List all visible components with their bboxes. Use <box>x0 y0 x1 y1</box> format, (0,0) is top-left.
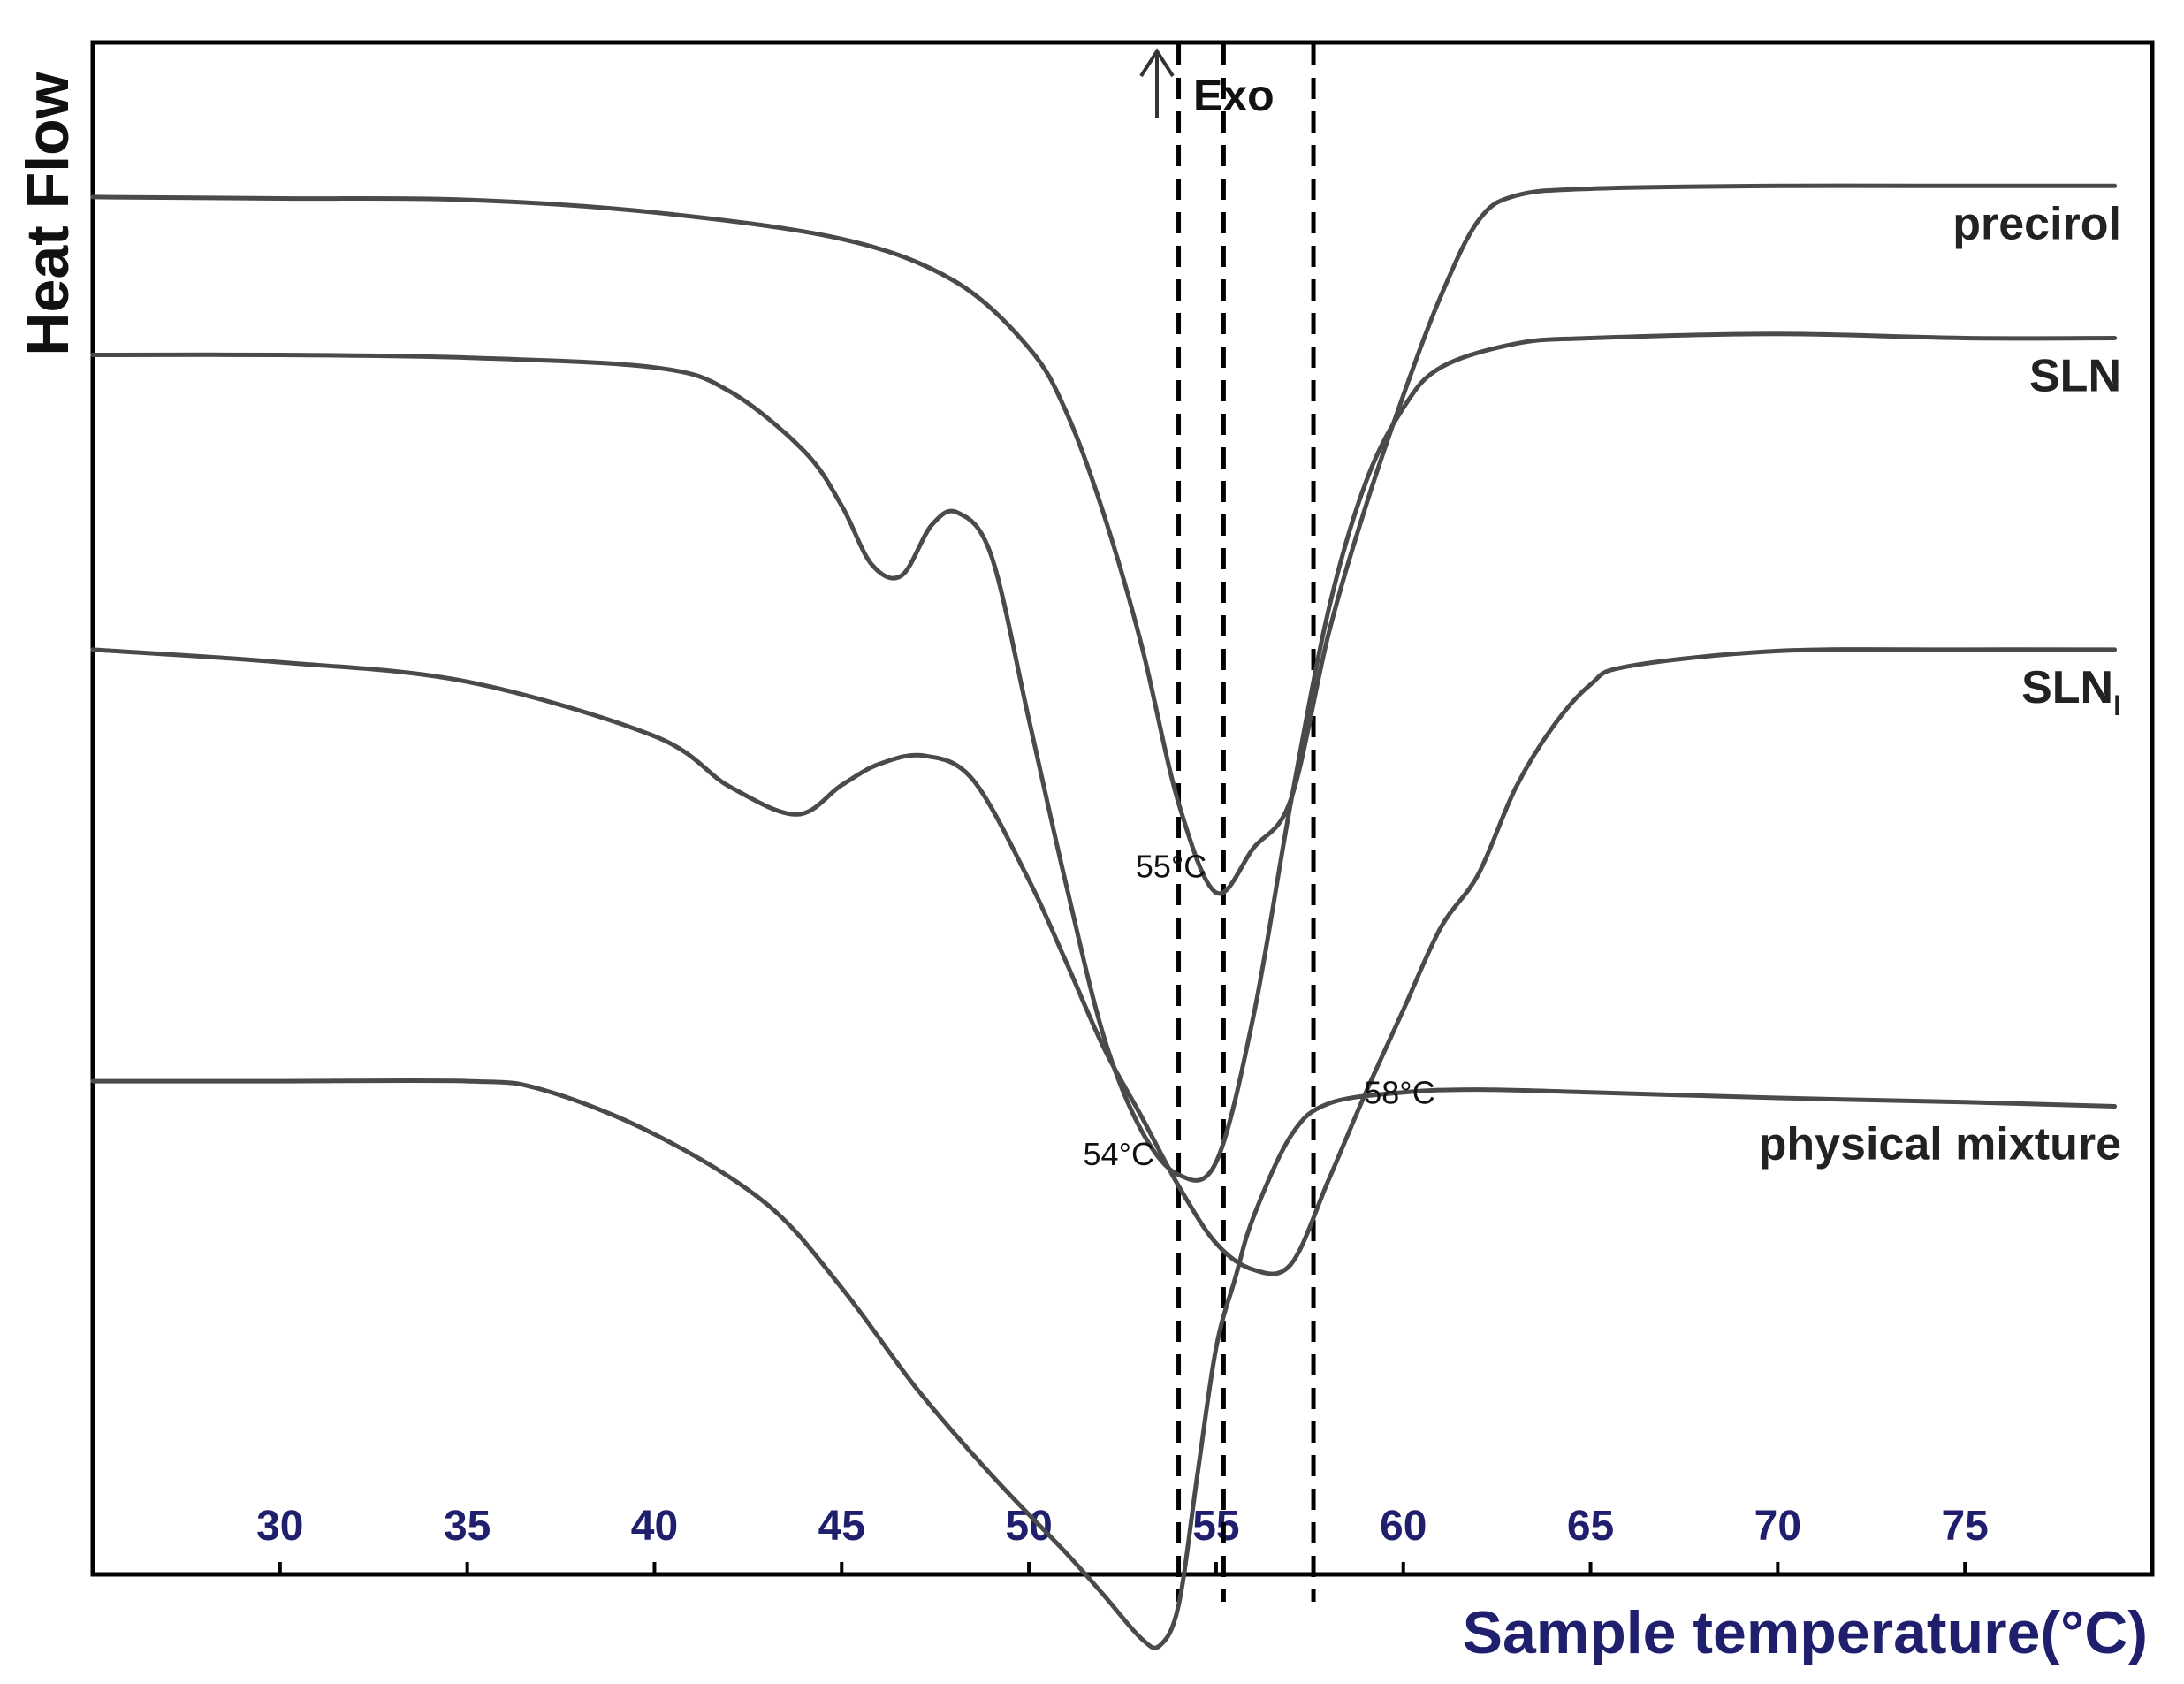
x-tick-label-60: 60 <box>1380 1503 1427 1550</box>
series-label-subscript: I <box>2113 690 2121 721</box>
series-curve-sln-i <box>90 647 2118 1276</box>
x-tick-label-45: 45 <box>818 1503 865 1550</box>
x-tick-label-55: 55 <box>1192 1503 1239 1550</box>
reference-lines <box>1176 44 1316 1602</box>
x-tick-label-70: 70 <box>1754 1503 1801 1550</box>
series-label-physical-mixture: physical mixture <box>1759 1119 2121 1170</box>
exo-label: Exo <box>1193 71 1275 120</box>
x-tick-label-30: 30 <box>256 1503 303 1550</box>
x-tick-label-40: 40 <box>631 1503 678 1550</box>
x-tick-label-50: 50 <box>1005 1503 1052 1550</box>
exo-marker: Exo <box>1139 48 1275 120</box>
x-tick-label-75: 75 <box>1941 1503 1988 1550</box>
x-axis-title: Sample temperature(°C) <box>1463 1599 2148 1666</box>
peak-annotation-3: 58°C <box>1364 1074 1434 1110</box>
series-curve-physical-mixture <box>90 1078 2118 1650</box>
plot-frame <box>90 40 2155 1577</box>
x-tick-label-35: 35 <box>444 1503 491 1550</box>
series-label-precirol: precirol <box>1952 198 2121 249</box>
y-axis-title: Heat Flow <box>14 71 81 355</box>
x-tick-marks <box>278 1562 1967 1574</box>
x-tick-labels: 30 35 40 45 50 55 60 65 70 75 <box>256 1503 1989 1550</box>
peak-annotations: 55°C 54°C 58°C <box>1084 848 1435 1171</box>
exo-arrow-icon <box>1139 48 1175 78</box>
x-tick-label-65: 65 <box>1567 1503 1614 1550</box>
peak-annotation-2: 54°C <box>1084 1136 1154 1172</box>
series-label-sln-i: SLNI <box>2021 662 2121 721</box>
series-curve-precirol <box>90 183 2118 896</box>
series-curves <box>90 183 2118 1650</box>
peak-annotation-1: 55°C <box>1136 848 1206 884</box>
series-labels: precirol SLN SLNI physical mixture <box>1759 198 2121 1170</box>
series-label-sln: SLN <box>2029 351 2121 402</box>
